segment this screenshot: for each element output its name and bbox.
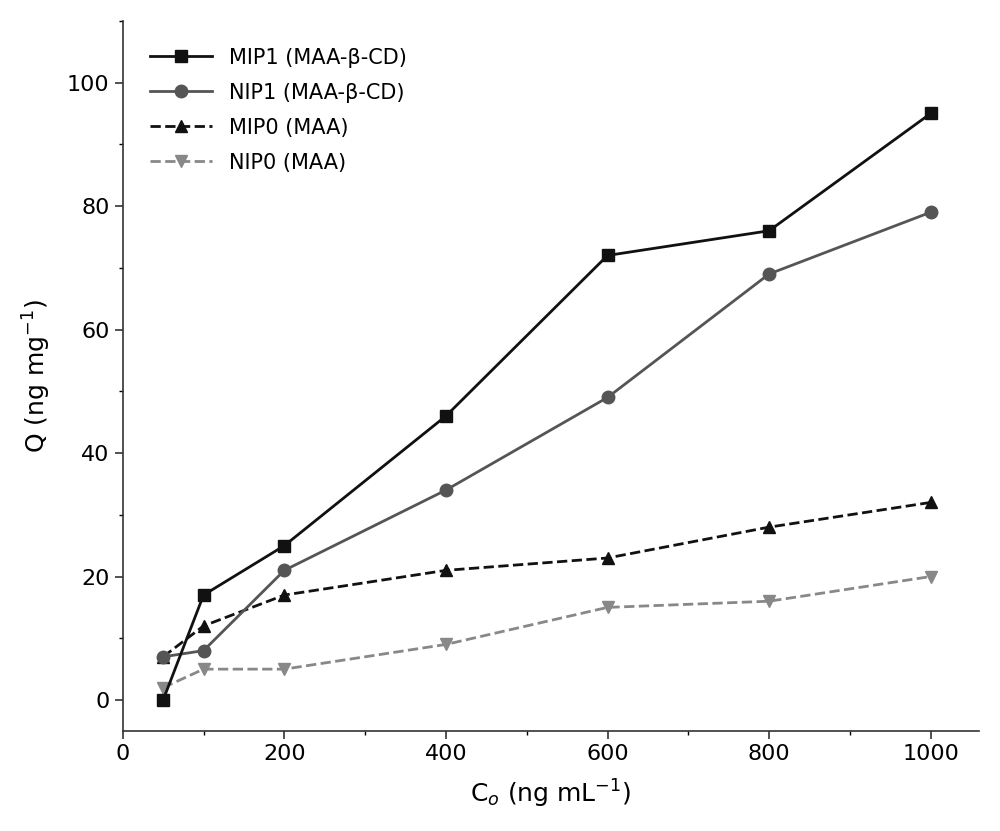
MIP1 (MAA-β-CD) <box>440 411 452 421</box>
NIP0 (MAA) <box>440 640 452 650</box>
NIP1 (MAA-β-CD) <box>157 652 169 661</box>
NIP1 (MAA-β-CD) <box>925 207 937 217</box>
MIP1 (MAA-β-CD) <box>602 250 614 260</box>
NIP1 (MAA-β-CD) <box>278 565 290 575</box>
NIP0 (MAA) <box>763 596 775 606</box>
MIP0 (MAA) <box>602 553 614 563</box>
NIP1 (MAA-β-CD) <box>763 269 775 279</box>
NIP0 (MAA) <box>602 602 614 612</box>
MIP0 (MAA) <box>157 652 169 661</box>
Legend: MIP1 (MAA-β-CD), NIP1 (MAA-β-CD), MIP0 (MAA), NIP0 (MAA): MIP1 (MAA-β-CD), NIP1 (MAA-β-CD), MIP0 (… <box>133 32 424 190</box>
MIP0 (MAA) <box>763 522 775 532</box>
Y-axis label: Q (ng mg$^{-1}$): Q (ng mg$^{-1}$) <box>21 299 53 453</box>
Line: NIP0 (MAA): NIP0 (MAA) <box>157 570 937 694</box>
NIP0 (MAA) <box>925 572 937 582</box>
NIP1 (MAA-β-CD) <box>198 646 210 656</box>
Line: NIP1 (MAA-β-CD): NIP1 (MAA-β-CD) <box>157 206 937 663</box>
MIP1 (MAA-β-CD) <box>198 590 210 600</box>
MIP1 (MAA-β-CD) <box>763 226 775 236</box>
NIP1 (MAA-β-CD) <box>440 485 452 495</box>
MIP1 (MAA-β-CD) <box>925 109 937 119</box>
MIP1 (MAA-β-CD) <box>278 541 290 551</box>
NIP0 (MAA) <box>198 664 210 674</box>
X-axis label: C$_o$ (ng mL$^{-1}$): C$_o$ (ng mL$^{-1}$) <box>470 778 632 810</box>
MIP0 (MAA) <box>198 621 210 631</box>
NIP1 (MAA-β-CD) <box>602 392 614 402</box>
MIP1 (MAA-β-CD) <box>157 695 169 705</box>
NIP0 (MAA) <box>157 683 169 693</box>
NIP0 (MAA) <box>278 664 290 674</box>
MIP0 (MAA) <box>278 590 290 600</box>
MIP0 (MAA) <box>440 565 452 575</box>
Line: MIP1 (MAA-β-CD): MIP1 (MAA-β-CD) <box>157 107 937 706</box>
Line: MIP0 (MAA): MIP0 (MAA) <box>157 496 937 663</box>
MIP0 (MAA) <box>925 498 937 508</box>
